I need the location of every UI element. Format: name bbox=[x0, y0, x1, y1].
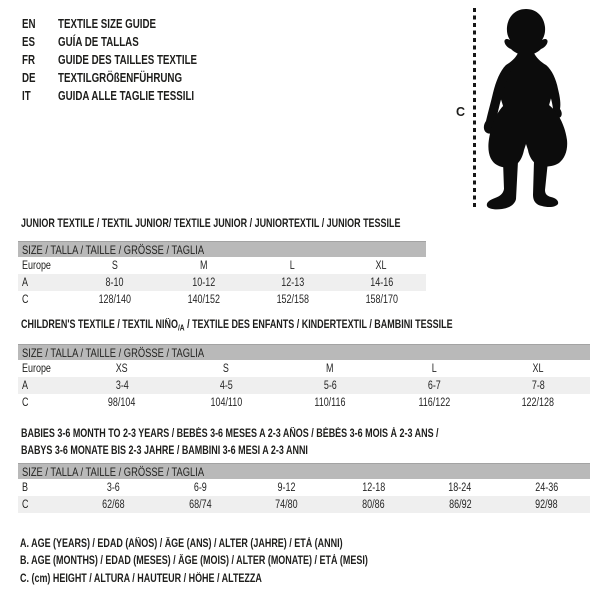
row-label: B bbox=[22, 481, 28, 494]
table-cell: 98/104 bbox=[108, 396, 136, 409]
table-cell: 24-36 bbox=[535, 481, 559, 494]
children-size-table: SIZE / TALLA / TAILLE / GRÖSSE / TAGLIA … bbox=[18, 344, 590, 411]
table-cell: 14-16 bbox=[370, 276, 393, 289]
row-label: A bbox=[22, 276, 28, 289]
height-marker-label: C bbox=[456, 105, 466, 119]
baby-right-arm bbox=[539, 65, 562, 118]
table-row: C 98/104 104/110 110/116 116/122 122/128 bbox=[18, 394, 590, 411]
table-cell: 104/110 bbox=[210, 396, 242, 409]
language-label: GUIDA ALLE TAGLIE TESSILI bbox=[58, 89, 195, 103]
table-row: C 62/68 68/74 74/80 80/86 86/92 92/98 bbox=[18, 496, 590, 513]
size-header-bar: SIZE / TALLA / TAILLE / GRÖSSE / TAGLIA bbox=[18, 463, 590, 479]
list-item: IT GUIDA ALLE TAGLIE TESSILI bbox=[22, 87, 236, 105]
table-cell: M bbox=[326, 362, 334, 375]
table-cell: 18-24 bbox=[448, 481, 472, 494]
language-label: GUÍA DE TALLAS bbox=[58, 35, 139, 49]
table-cell: 3-6 bbox=[106, 481, 120, 494]
size-header-bar: SIZE / TALLA / TAILLE / GRÖSSE / TAGLIA bbox=[18, 241, 426, 257]
table-row: Europe S M L XL bbox=[18, 257, 426, 274]
list-item: DE TEXTILGRÖßENFÜHRUNG bbox=[22, 69, 236, 87]
language-code: FR bbox=[22, 53, 36, 67]
table-cell: XL bbox=[532, 362, 544, 375]
table-row: A 3-4 4-5 5-6 6-7 7-8 bbox=[18, 377, 590, 394]
language-code: ES bbox=[22, 35, 36, 49]
row-label: C bbox=[22, 293, 29, 306]
row-label: Europe bbox=[22, 259, 51, 272]
subscript-text: /A bbox=[177, 322, 185, 333]
table-cell: 6-7 bbox=[427, 379, 441, 392]
table-cell: 4-5 bbox=[219, 379, 233, 392]
table-cell: M bbox=[199, 259, 208, 272]
table-cell: 68/74 bbox=[188, 498, 212, 511]
size-header-bar: SIZE / TALLA / TAILLE / GRÖSSE / TAGLIA bbox=[18, 344, 590, 360]
junior-section-title: JUNIOR TEXTILE / TEXTIL JUNIOR/ TEXTILE … bbox=[21, 218, 401, 230]
table-cell: 116/122 bbox=[418, 396, 450, 409]
table-cell: 128/140 bbox=[98, 293, 131, 306]
language-label: TEXTILGRÖßENFÜHRUNG bbox=[58, 71, 183, 85]
language-label: GUIDE DES TAILLES TEXTILE bbox=[58, 53, 198, 67]
table-row: A 8-10 10-12 12-13 14-16 bbox=[18, 274, 426, 291]
table-cell: 10-12 bbox=[192, 276, 215, 289]
babies-size-table: SIZE / TALLA / TAILLE / GRÖSSE / TAGLIA … bbox=[18, 463, 590, 513]
babies-section-title-line1: BABIES 3-6 MONTH TO 2-3 YEARS / BEBÉS 3-… bbox=[21, 428, 439, 440]
table-cell: 86/92 bbox=[448, 498, 472, 511]
baby-left-leg bbox=[486, 161, 518, 210]
table-cell: 6-9 bbox=[193, 481, 207, 494]
table-cell: L bbox=[290, 259, 295, 272]
baby-torso bbox=[499, 51, 553, 109]
table-cell: 158/170 bbox=[365, 293, 398, 306]
table-cell: 12-13 bbox=[281, 276, 304, 289]
table-cell: 92/98 bbox=[535, 498, 558, 511]
row-label: A bbox=[22, 379, 28, 392]
baby-head bbox=[504, 9, 548, 55]
table-row: B 3-6 6-9 9-12 12-18 18-24 24-36 bbox=[18, 479, 590, 496]
table-cell: 12-18 bbox=[361, 481, 385, 494]
list-item: ES GUÍA DE TALLAS bbox=[22, 33, 236, 51]
baby-right-leg bbox=[533, 161, 559, 208]
table-cell: 8-10 bbox=[105, 276, 124, 289]
list-item: FR GUIDE DES TAILLES TEXTILE bbox=[22, 51, 236, 69]
table-cell: 3-4 bbox=[115, 379, 129, 392]
table-cell: 80/86 bbox=[362, 498, 385, 511]
list-item: EN TEXTILE SIZE GUIDE bbox=[22, 15, 236, 33]
note-height-cm: C. (cm) HEIGHT / ALTURA / HAUTEUR / HÖHE… bbox=[20, 572, 262, 585]
children-section-title: CHILDREN'S TEXTILE / TEXTIL NIÑO/A / TEX… bbox=[21, 319, 453, 333]
legend-notes: A. AGE (YEARS) / EDAD (AÑOS) / ÂGE (ANS)… bbox=[20, 535, 466, 588]
table-cell: 5-6 bbox=[323, 379, 337, 392]
height-measure-dashed-line bbox=[473, 8, 476, 209]
table-cell: 62/68 bbox=[102, 498, 125, 511]
table-row: C 128/140 140/152 152/158 158/170 bbox=[18, 291, 426, 308]
row-label: Europe bbox=[22, 362, 51, 375]
table-cell: XL bbox=[376, 259, 387, 272]
table-cell: XS bbox=[116, 362, 128, 375]
language-code: DE bbox=[22, 71, 36, 85]
language-code: IT bbox=[22, 89, 31, 103]
table-cell: 140/152 bbox=[187, 293, 220, 306]
table-cell: 152/158 bbox=[276, 293, 309, 306]
row-label: C bbox=[22, 498, 29, 511]
table-cell: 9-12 bbox=[277, 481, 296, 494]
babies-section-title-line2: BABYS 3-6 MONATE BIS 2-3 JAHRE / BAMBINI… bbox=[21, 445, 308, 457]
baby-silhouette bbox=[483, 9, 568, 210]
table-cell: 74/80 bbox=[275, 498, 298, 511]
note-age-months: B. AGE (MONTHS) / EDAD (MESES) / ÂGE (MO… bbox=[20, 555, 368, 568]
table-row: Europe XS S M L XL bbox=[18, 360, 590, 377]
table-cell: 110/116 bbox=[314, 396, 346, 409]
note-age-years: A. AGE (YEARS) / EDAD (AÑOS) / ÂGE (ANS)… bbox=[20, 537, 343, 550]
baby-shorts bbox=[488, 105, 568, 168]
table-cell: S bbox=[223, 362, 229, 375]
table-cell: 7-8 bbox=[531, 379, 545, 392]
language-code: EN bbox=[22, 17, 36, 31]
row-label: C bbox=[22, 396, 29, 409]
language-title-list: EN TEXTILE SIZE GUIDE ES GUÍA DE TALLAS … bbox=[22, 15, 236, 105]
junior-size-table: SIZE / TALLA / TAILLE / GRÖSSE / TAGLIA … bbox=[18, 241, 426, 308]
table-cell: S bbox=[111, 259, 118, 272]
table-cell: L bbox=[431, 362, 437, 375]
language-label: TEXTILE SIZE GUIDE bbox=[58, 17, 157, 31]
baby-left-arm bbox=[483, 65, 511, 134]
table-cell: 122/128 bbox=[521, 396, 555, 409]
